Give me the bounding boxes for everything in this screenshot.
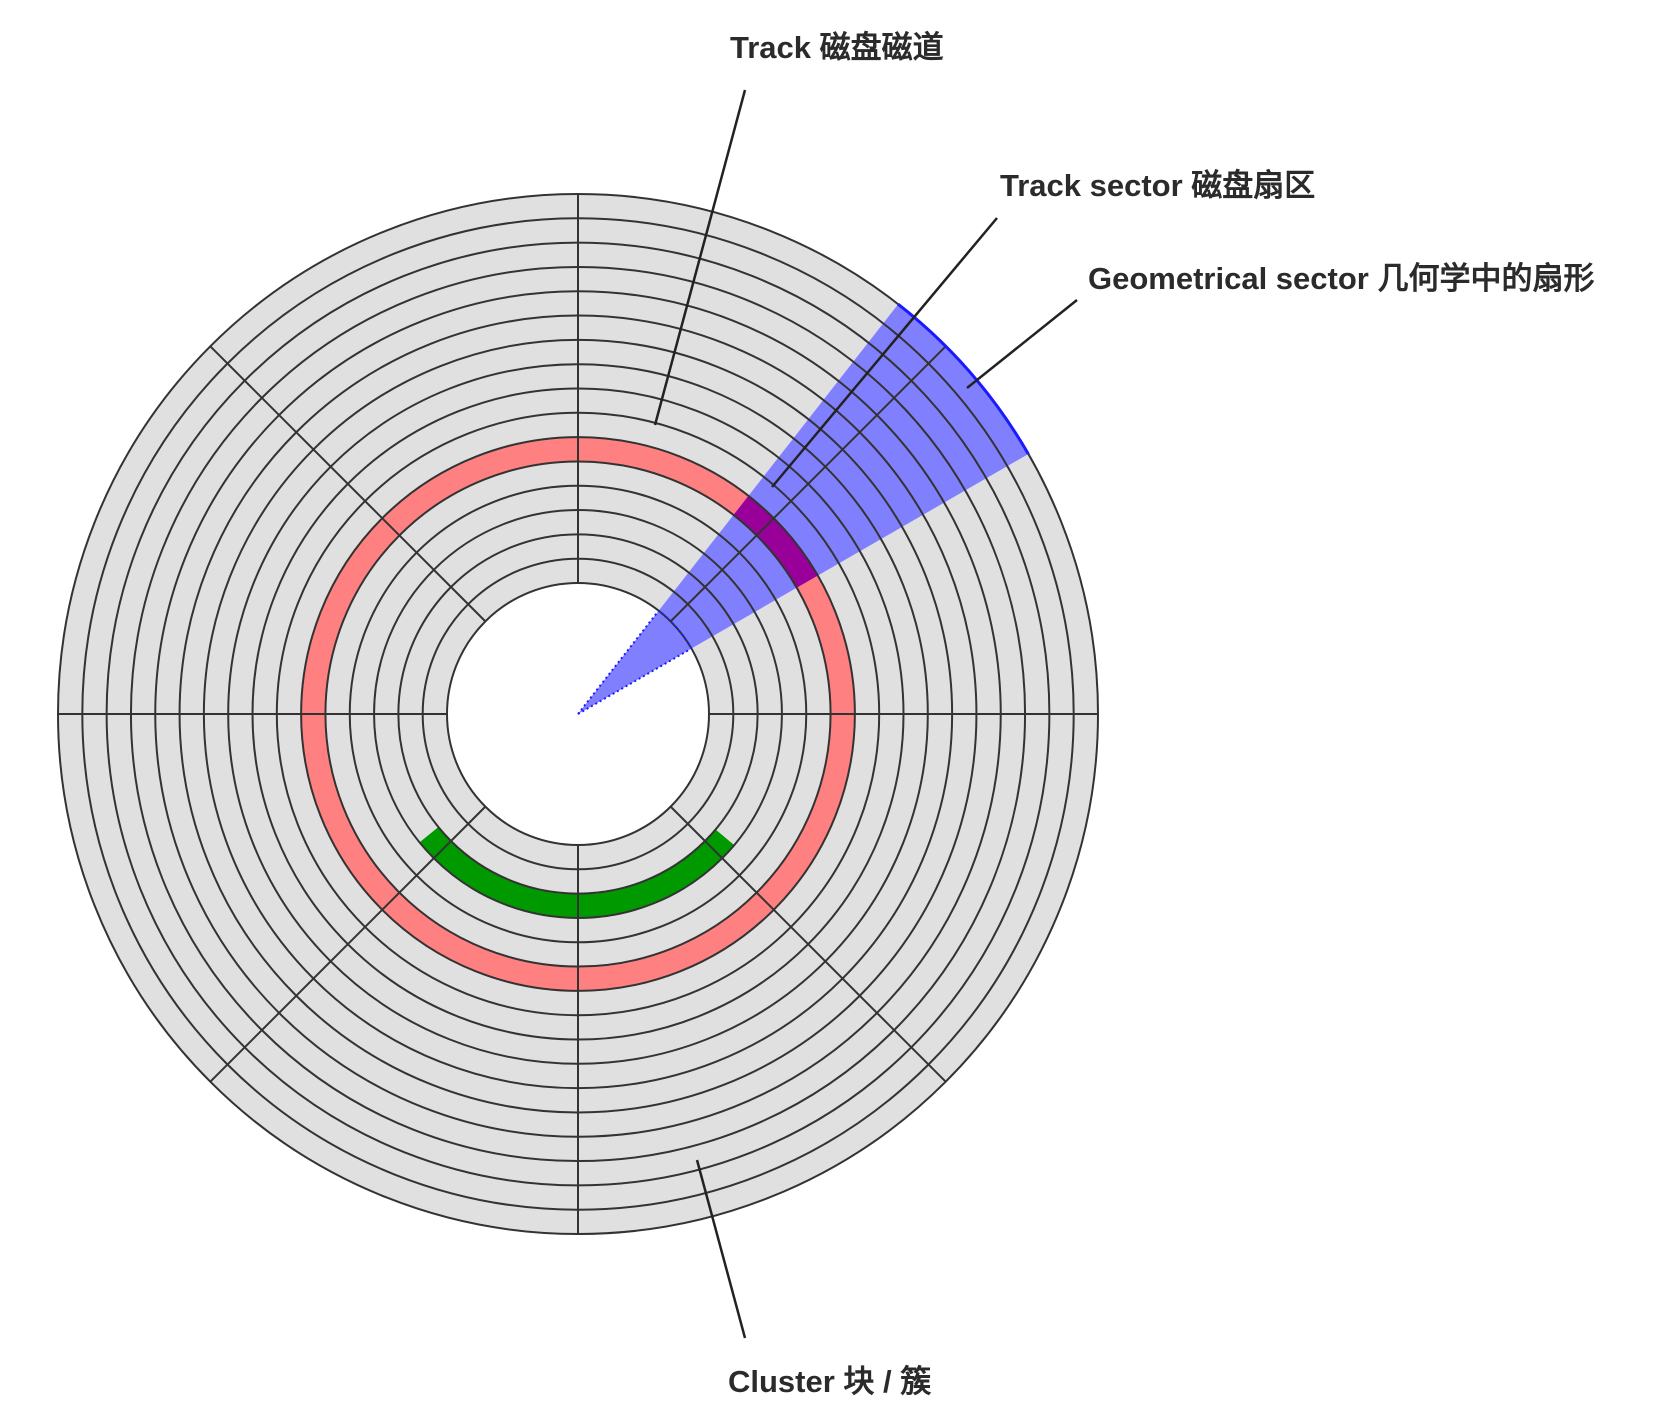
track-sector-highlight [733,495,818,588]
track-sector-leader-line [771,217,998,488]
geometrical-sector-edge-upper [577,610,660,715]
geometrical-sector-wedge [578,304,1029,714]
geometrical-sector-inner-arc [658,609,693,650]
track-label: Track 磁盘磁道 [730,30,944,65]
sector-boundary-line [209,805,487,1083]
cluster-leader-line [695,1159,747,1339]
cluster-highlight-arc [419,827,735,918]
cluster-label: Cluster 块 / 簇 [728,1364,932,1399]
track-leader-line [653,89,747,426]
geometrical-sector-leader-line [966,299,1078,389]
disk-platter [57,193,1099,1235]
leader-lines [653,89,1078,1339]
sector-boundary-line [669,345,947,623]
sector-boundary-line [669,805,947,1083]
labels: Track 磁盘磁道 Track sector 磁盘扇区 Geometrical… [728,30,1594,1399]
geometrical-sector-label: Geometrical sector 几何学中的扇形 [1088,261,1594,296]
geometrical-sector-edge-lower [577,647,692,715]
sector-boundary-line [209,345,487,623]
track-sector-label: Track sector 磁盘扇区 [1000,168,1315,203]
